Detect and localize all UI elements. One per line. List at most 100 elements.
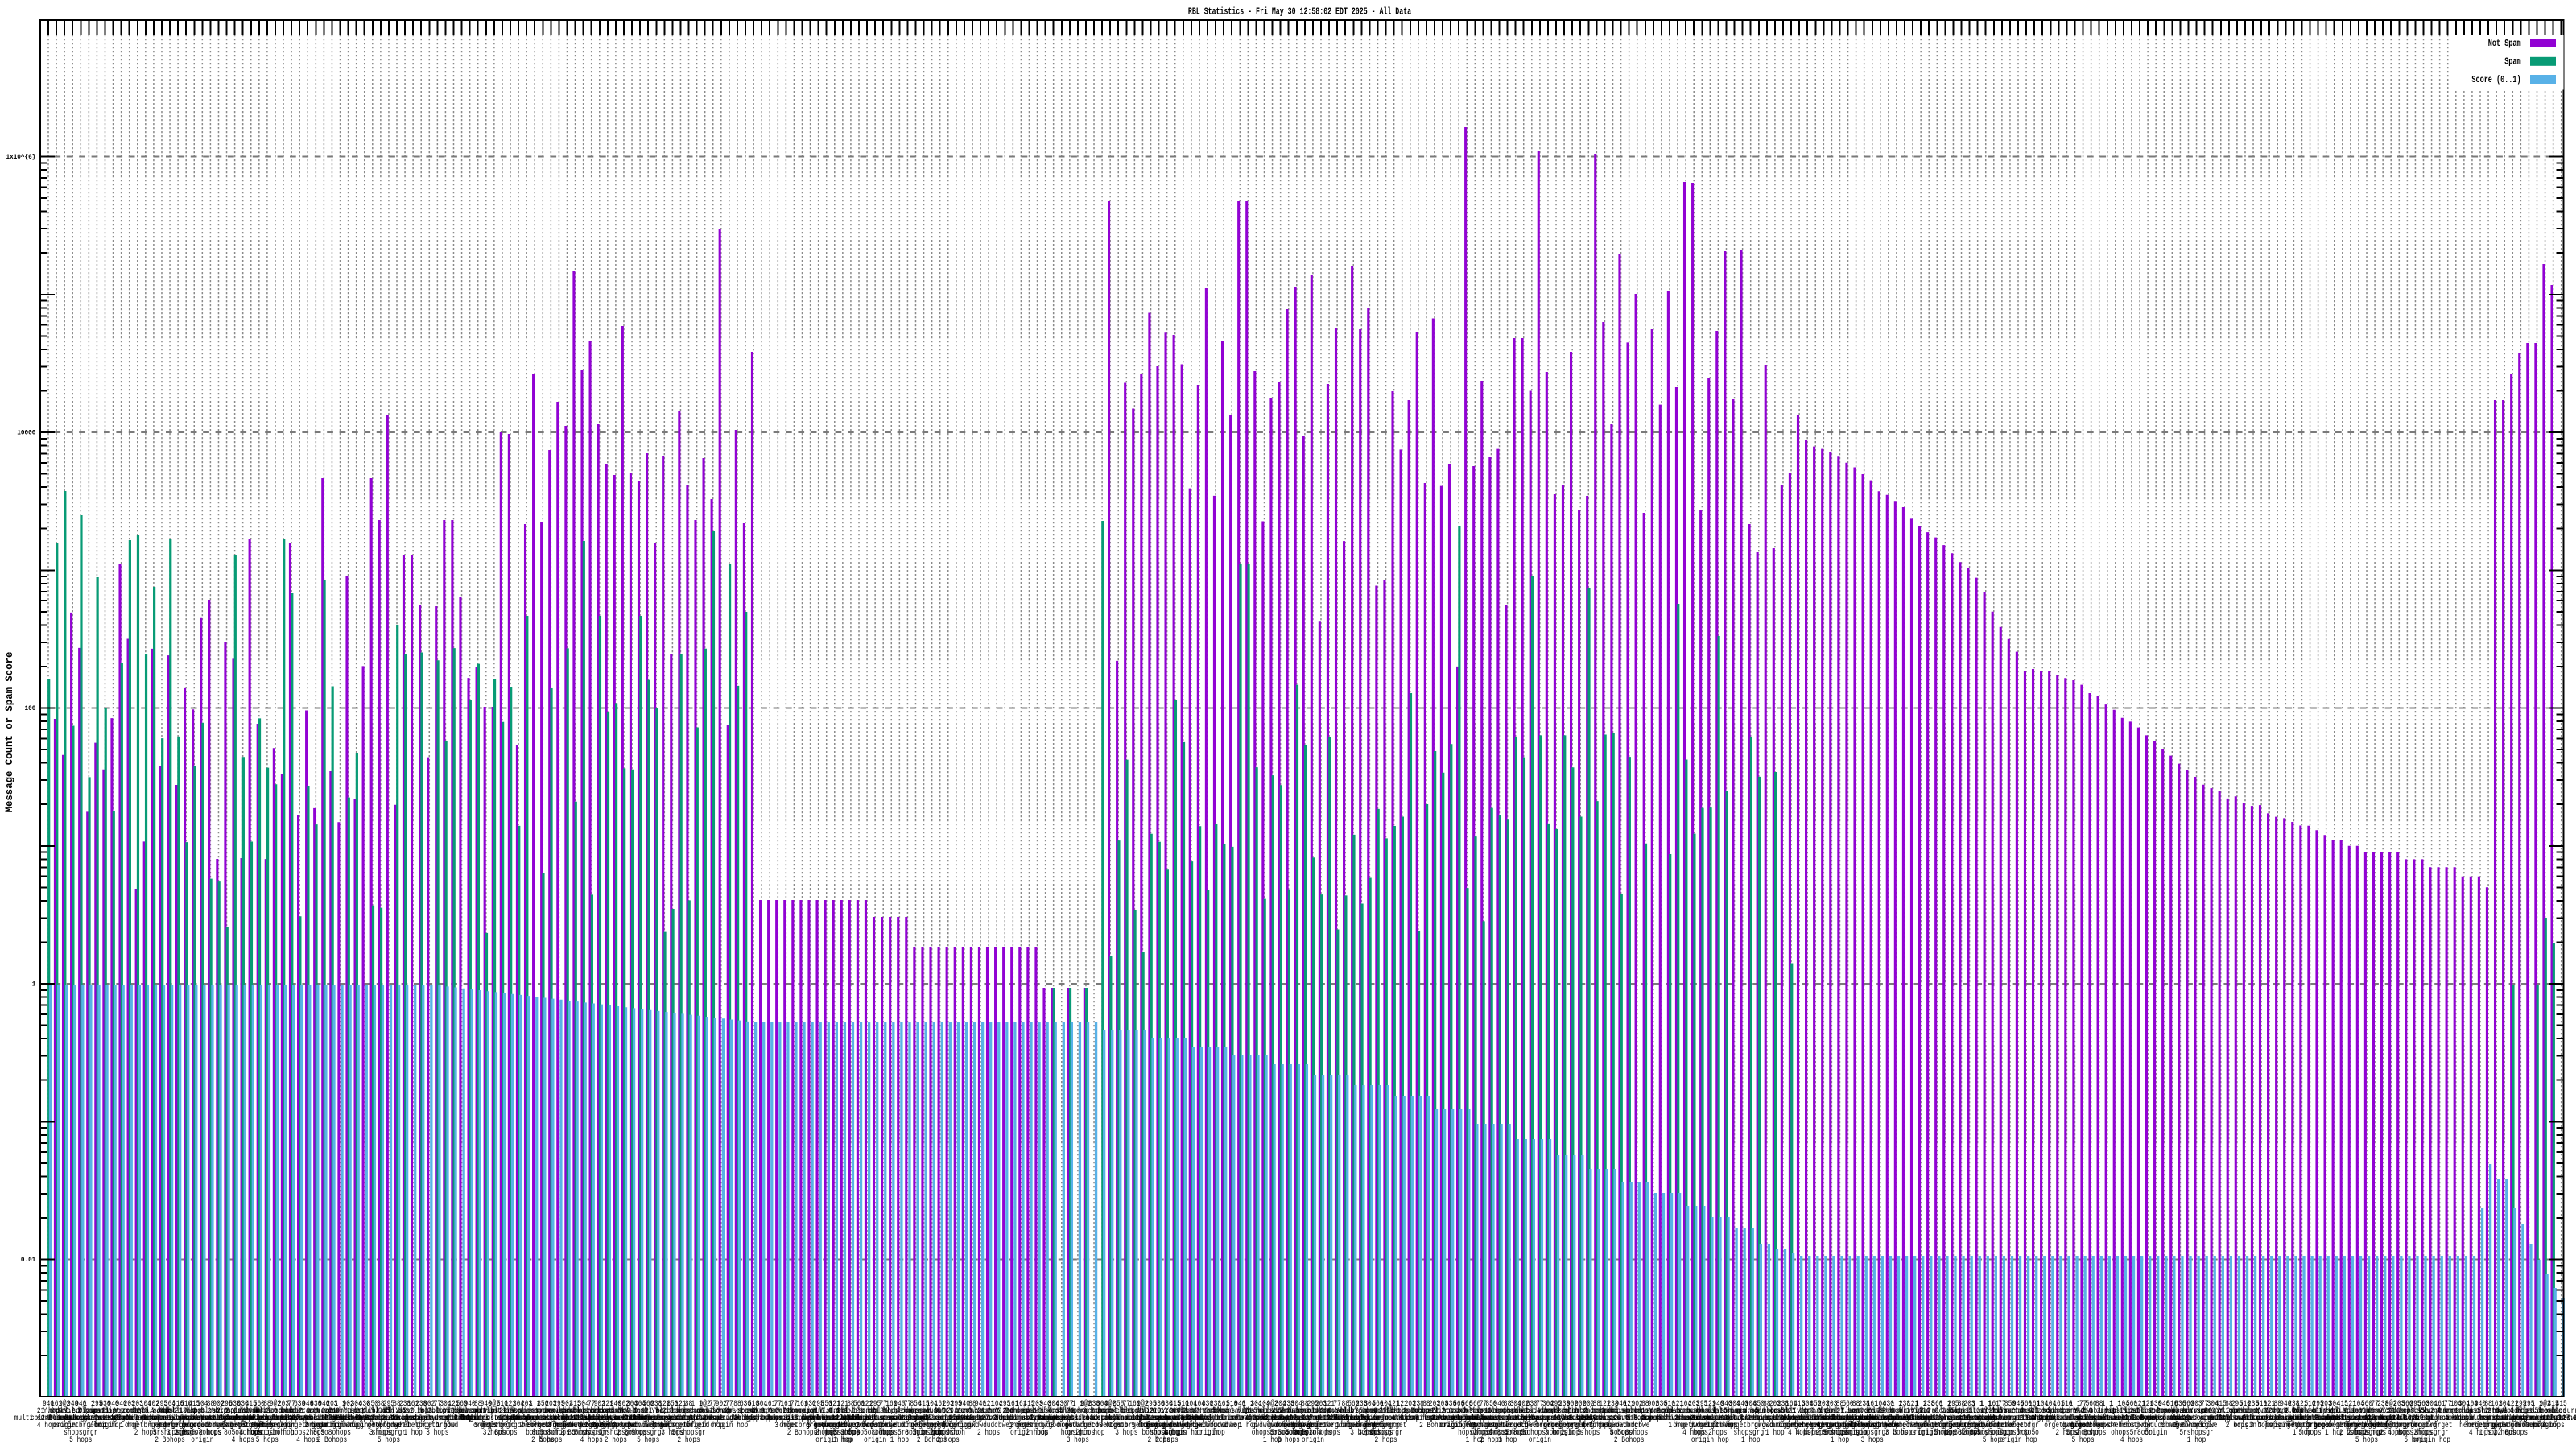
svg-text:1: 1: [32, 980, 36, 989]
svg-text:774 hops: 77 4 hops: [896, 1399, 919, 1416]
svg-text:1 11 hop: 1 11 hop: [2098, 1399, 2117, 1416]
svg-text:Score (0..1): Score (0..1): [2471, 75, 2520, 85]
svg-text:10000: 10000: [17, 429, 35, 437]
